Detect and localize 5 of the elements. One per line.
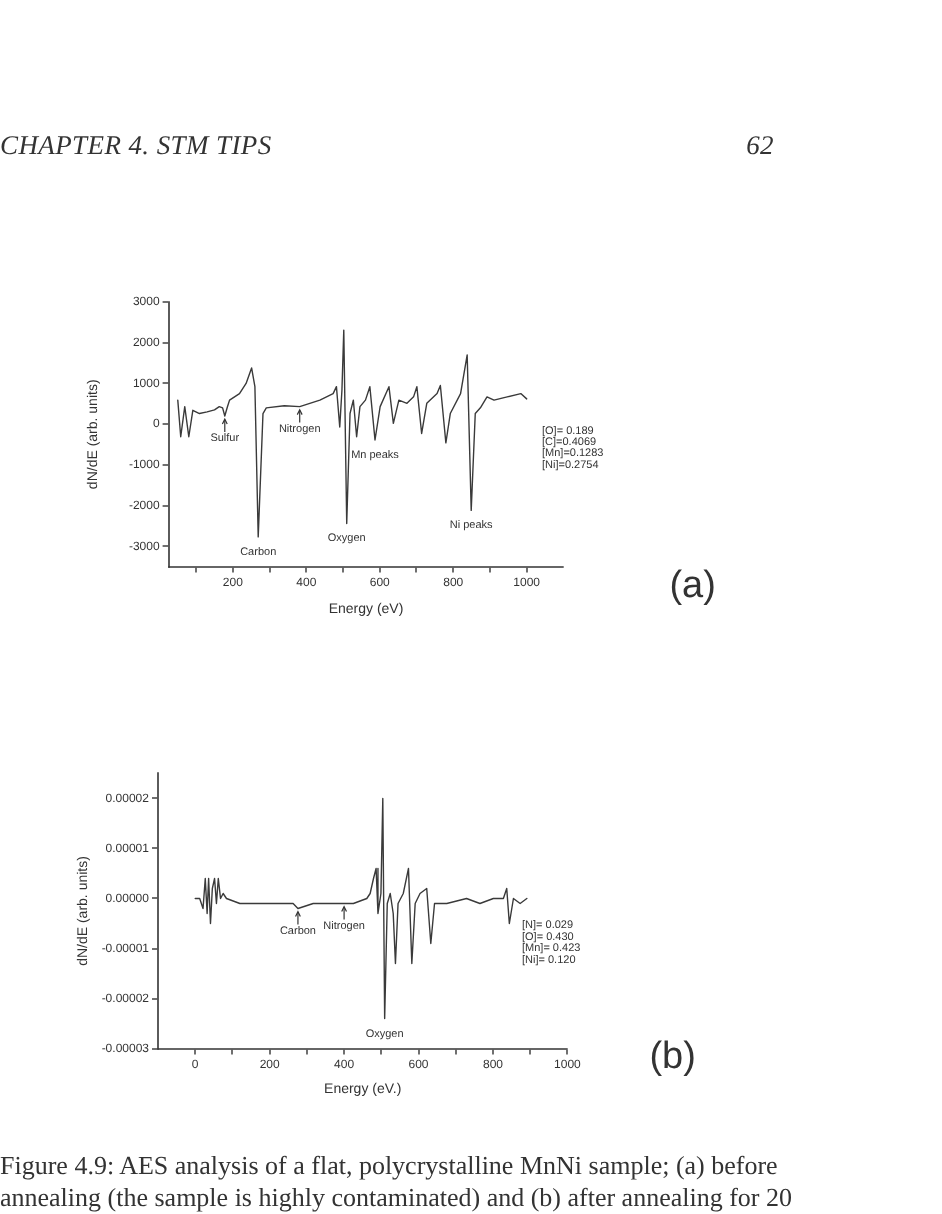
text: 62 (746, 130, 774, 162)
text: (b) (649, 1036, 696, 1079)
caption: Figure 4.9: AES analysis of a flat, polycrystalline MnNi sample; (a) before annealing (the sample is highly contaminated) and (b) after annealing for 20 (0, 1150, 794, 1212)
text: (a) (669, 565, 716, 608)
text: CHAPTER 4. STM TIPS (0, 130, 272, 162)
